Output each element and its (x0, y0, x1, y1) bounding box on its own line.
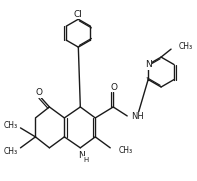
Text: CH₃: CH₃ (179, 42, 193, 51)
Text: CH₃: CH₃ (3, 121, 18, 130)
Text: O: O (111, 83, 118, 92)
Text: N: N (145, 60, 151, 69)
Text: N: N (78, 151, 85, 160)
Text: O: O (36, 89, 43, 98)
Text: CH₃: CH₃ (118, 146, 132, 155)
Text: Cl: Cl (74, 10, 83, 19)
Text: CH₃: CH₃ (3, 147, 18, 156)
Text: H: H (84, 157, 89, 163)
Text: NH: NH (131, 112, 144, 121)
